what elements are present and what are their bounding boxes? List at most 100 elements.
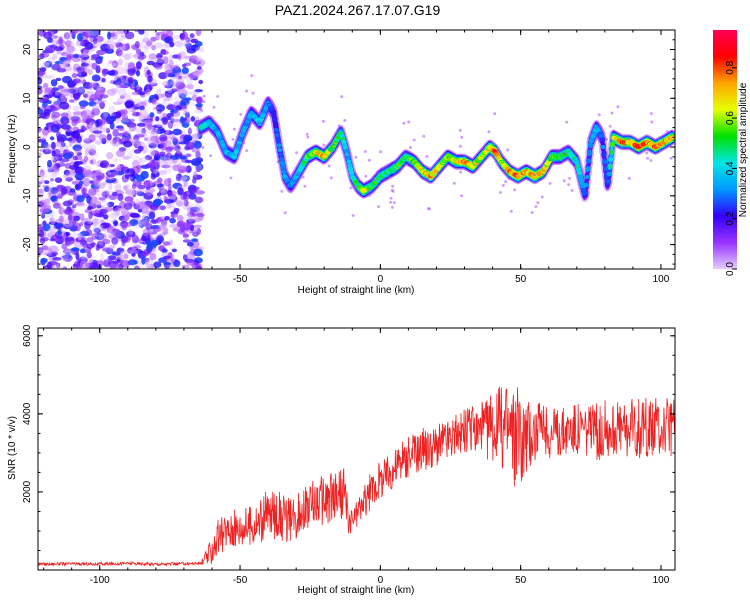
noise-speckle — [138, 145, 144, 152]
noise-speckle — [191, 71, 202, 77]
noise-speckle — [133, 54, 140, 58]
noise-speckle — [43, 31, 53, 40]
noise-speckle — [99, 252, 105, 261]
noise-speckle — [168, 224, 177, 228]
noise-speckle — [152, 124, 163, 129]
chart-title: PAZ1.2024.267.17.07.G19 — [274, 2, 441, 18]
noise-speckle — [47, 159, 52, 168]
ridge-mark — [577, 174, 584, 179]
noise-speckle — [183, 134, 193, 142]
noise-speckle — [156, 88, 162, 95]
noise-speckle — [102, 181, 107, 186]
noise-speckle — [111, 251, 121, 256]
scatter-dot — [608, 124, 612, 128]
noise-speckle — [195, 103, 203, 108]
ridge-mark — [587, 150, 593, 156]
noise-speckle — [138, 91, 145, 96]
noise-speckle — [160, 219, 168, 227]
colorbar-tick-label: 0.6 — [725, 111, 736, 125]
snr-plot-area — [38, 328, 675, 570]
noise-speckle — [50, 195, 57, 202]
noise-speckle — [142, 37, 150, 43]
noise-speckle — [164, 63, 172, 71]
ridge-mark — [271, 112, 277, 117]
scatter-dot — [231, 138, 235, 141]
noise-speckle — [117, 37, 123, 43]
noise-speckle — [143, 192, 154, 200]
y-tick-label: 4000 — [22, 402, 33, 425]
noise-speckle — [91, 218, 99, 227]
noise-speckle — [41, 141, 49, 149]
noise-speckle — [122, 93, 131, 99]
noise-speckle — [184, 43, 192, 48]
noise-speckle — [177, 228, 186, 235]
noise-speckle — [143, 45, 153, 49]
noise-speckle — [143, 119, 152, 126]
noise-speckle — [38, 152, 43, 157]
noise-speckle — [175, 105, 183, 111]
noise-speckle — [187, 202, 194, 207]
noise-speckle — [151, 98, 157, 105]
noise-speckle — [49, 238, 56, 242]
noise-speckle — [88, 68, 93, 76]
noise-speckle — [96, 175, 103, 182]
noise-speckle — [146, 186, 151, 190]
noise-speckle — [121, 75, 127, 82]
noise-speckle — [92, 40, 103, 47]
noise-speckle — [195, 58, 206, 67]
ridge-mark — [605, 179, 611, 184]
noise-speckle — [172, 182, 183, 190]
noise-speckle — [38, 229, 45, 238]
noise-speckle — [146, 264, 156, 269]
noise-speckle — [182, 239, 192, 243]
noise-speckle — [169, 154, 179, 160]
noise-speckle — [88, 101, 97, 107]
scatter-dot — [371, 178, 375, 182]
noise-speckle — [85, 229, 93, 237]
noise-speckle — [63, 223, 71, 230]
noise-speckle — [60, 89, 70, 97]
ridge-mark — [583, 182, 589, 188]
noise-speckle — [117, 97, 124, 105]
scatter-dot — [229, 176, 233, 180]
noise-speckle — [62, 230, 66, 239]
colorbar-tick-label: 0.2 — [725, 211, 736, 225]
noise-speckle — [87, 206, 92, 210]
noise-speckle — [115, 149, 125, 158]
noise-speckle — [158, 224, 166, 230]
noise-speckle — [90, 111, 95, 118]
noise-speckle — [62, 248, 73, 254]
noise-speckle — [168, 191, 174, 197]
scatter-dot — [503, 169, 507, 173]
noise-speckle — [138, 112, 144, 119]
noise-speckle — [141, 264, 148, 269]
scatter-dot — [329, 176, 333, 180]
noise-speckle — [129, 188, 135, 196]
noise-speckle — [167, 88, 173, 94]
scatter-dot — [245, 149, 249, 153]
noise-speckle — [179, 93, 187, 99]
noise-speckle — [66, 170, 76, 175]
noise-speckle — [72, 105, 81, 112]
noise-speckle — [162, 50, 169, 55]
noise-speckle — [109, 244, 117, 249]
noise-speckle — [67, 47, 74, 56]
noise-speckle — [142, 228, 150, 236]
noise-speckle — [55, 141, 65, 148]
noise-speckle — [52, 170, 56, 178]
scatter-dot — [568, 176, 572, 180]
noise-speckle — [188, 91, 199, 95]
noise-speckle — [85, 88, 90, 94]
noise-speckle — [167, 183, 172, 192]
noise-speckle — [153, 228, 162, 233]
noise-speckle — [44, 60, 53, 68]
noise-speckle — [146, 40, 153, 47]
scatter-dot — [239, 112, 243, 116]
noise-speckle — [103, 219, 113, 223]
noise-speckle — [61, 120, 70, 125]
noise-speckle — [183, 41, 191, 47]
noise-speckle — [93, 216, 104, 225]
noise-speckle — [52, 202, 61, 209]
x-tick-label: -50 — [233, 274, 248, 285]
noise-speckle — [193, 248, 204, 257]
